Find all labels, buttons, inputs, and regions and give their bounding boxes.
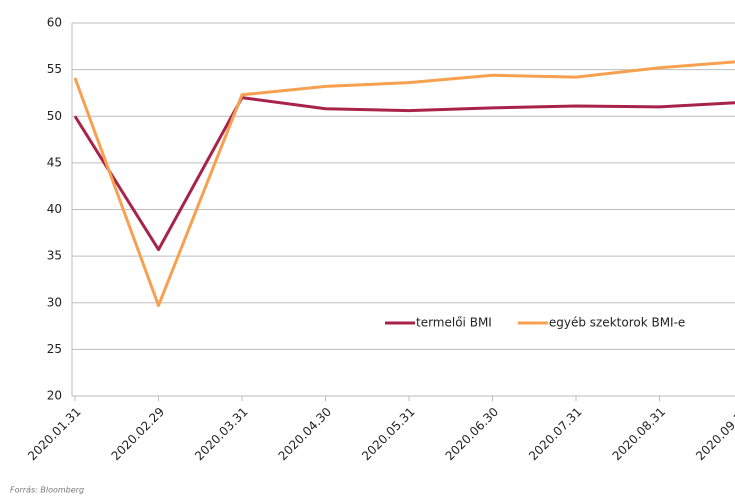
y-tick-label: 20 [47,389,62,403]
y-tick-label: 55 [47,62,62,76]
source-note: Forrás: Bloomberg [10,486,84,495]
x-tick-label: 2020.01.31 [25,405,83,463]
y-tick-label: 40 [47,202,62,216]
y-tick-label: 50 [47,109,62,123]
x-tick-label: 2020.06.30 [443,405,501,463]
x-tick-label: 2020.04.30 [276,405,334,463]
series-line [73,60,735,308]
y-tick-label: 30 [47,295,62,309]
x-tick-label: 2020.07.31 [526,405,584,463]
x-tick-label: 2020.05.31 [359,405,417,463]
x-tick-label: 2020.03.31 [192,405,250,463]
x-tick-label: 2020.02.29 [109,405,167,463]
series-line [73,96,735,252]
legend-label: termelői BMI [416,316,492,330]
y-tick-label: 35 [47,249,62,263]
x-tick-label: 2020.08.31 [610,405,668,463]
y-tick-label: 45 [47,155,62,169]
y-tick-label: 60 [47,16,62,30]
legend-label: egyéb szektorok BMI-e [549,316,685,330]
y-tick-label: 25 [47,342,62,356]
x-tick-label: 2020.09.30 [693,405,735,463]
plot [73,60,735,308]
